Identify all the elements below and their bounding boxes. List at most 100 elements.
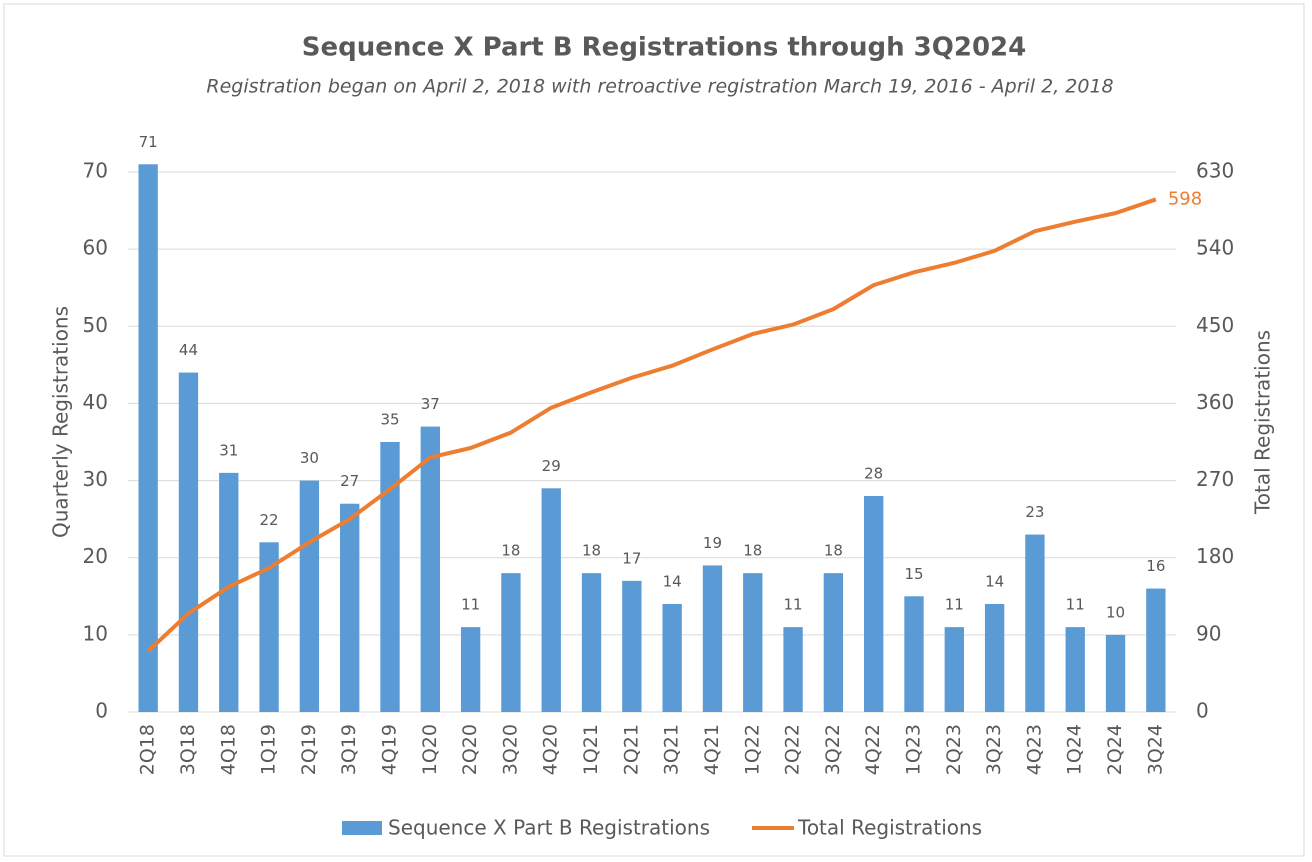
bar (984, 604, 1005, 712)
bar (460, 627, 481, 712)
total-line (146, 197, 1157, 653)
bar-value-label: 11 (945, 596, 964, 614)
y-tick-label: 20 (83, 544, 108, 568)
x-tick-label: 2Q19 (298, 724, 320, 775)
x-tick-label: 4Q22 (862, 724, 884, 775)
x-tick-label: 2Q20 (459, 724, 481, 775)
x-tick-label: 1Q20 (419, 724, 441, 775)
bar (823, 573, 844, 712)
bar (702, 565, 723, 712)
bar-value-label: 10 (1106, 603, 1125, 621)
x-tick-label: 3Q21 (661, 724, 683, 775)
bar-value-label: 16 (1146, 557, 1165, 575)
bar (1105, 634, 1126, 712)
bar-value-label: 11 (461, 596, 480, 614)
x-tick-label: 2Q18 (137, 724, 159, 775)
bar (904, 596, 924, 712)
x-tick-label: 4Q20 (540, 724, 562, 775)
x-tick-label: 3Q20 (499, 724, 521, 775)
bar-value-label: 30 (300, 449, 319, 467)
y-tick-label: 60 (83, 236, 108, 260)
y2-axis-label: Total Registrations (1251, 330, 1275, 515)
bar-value-label: 11 (784, 596, 803, 614)
x-tick-label: 1Q22 (741, 724, 763, 775)
bar (1065, 627, 1085, 712)
bar-value-label: 19 (703, 534, 722, 552)
x-tick-label: 2Q24 (1104, 724, 1126, 775)
chart-subtitle: Registration began on April 2, 2018 with… (206, 76, 1113, 98)
y-tick-label: 30 (83, 467, 108, 491)
bar-value-label: 18 (501, 542, 520, 560)
y-tick-label: 50 (83, 313, 108, 337)
bar-value-label: 28 (864, 465, 883, 483)
bar (743, 573, 763, 712)
x-tick-label: 4Q21 (701, 724, 723, 775)
bar-value-label: 18 (582, 542, 601, 560)
y2-tick-label: 630 (1196, 159, 1234, 183)
y2-tick-label: 360 (1196, 390, 1234, 414)
bar-value-label: 11 (1066, 596, 1085, 614)
legend-label: Total Registrations (797, 816, 982, 840)
y2-tick-label: 450 (1196, 313, 1234, 337)
bar-value-label: 14 (663, 573, 682, 591)
bar (1146, 588, 1166, 712)
bar-value-label: 31 (219, 441, 238, 459)
bar (944, 627, 964, 712)
bar (541, 488, 561, 712)
bar (864, 496, 884, 712)
legend-swatch (342, 821, 382, 835)
x-tick-label: 3Q24 (1144, 724, 1166, 775)
x-tick-label: 1Q19 (258, 724, 280, 775)
y-tick-label: 0 (95, 699, 108, 723)
bar (420, 426, 440, 712)
x-tick-label: 3Q23 (983, 724, 1005, 775)
bar (219, 472, 239, 712)
bar-value-label: 18 (743, 542, 762, 560)
y-tick-label: 40 (83, 390, 108, 414)
x-tick-label: 4Q18 (217, 724, 239, 775)
bar-value-label: 29 (542, 457, 561, 475)
bar (622, 580, 642, 712)
bar-value-label: 17 (622, 549, 641, 567)
bar (178, 372, 199, 712)
x-tick-label: 3Q22 (822, 724, 844, 775)
y2-tick-label: 540 (1196, 236, 1234, 260)
chart-frame (3, 3, 1305, 857)
bar-value-label: 35 (380, 411, 399, 429)
y2-tick-label: 90 (1196, 621, 1221, 645)
bar-value-label: 18 (824, 542, 843, 560)
bar-value-label: 71 (139, 133, 158, 151)
x-tick-label: 2Q23 (943, 724, 965, 775)
bar (501, 573, 521, 712)
x-tick-label: 4Q23 (1023, 724, 1045, 775)
chart-title: Sequence X Part B Registrations through … (302, 33, 1026, 63)
x-tick-label: 1Q23 (903, 724, 925, 775)
y-tick-label: 10 (83, 621, 108, 645)
bar-value-label: 15 (904, 565, 923, 583)
x-tick-label: 3Q19 (338, 724, 360, 775)
bar-value-label: 44 (179, 341, 198, 359)
bar-value-label: 23 (1025, 503, 1044, 521)
x-tick-label: 2Q22 (782, 724, 804, 775)
bar (581, 573, 602, 712)
x-tick-label: 3Q18 (177, 724, 199, 775)
y-axis-label: Quarterly Registrations (49, 306, 73, 538)
line-end-label: 598 (1168, 188, 1202, 209)
bar-value-label: 22 (260, 511, 279, 529)
bar-value-label: 27 (340, 472, 359, 490)
x-tick-label: 2Q21 (620, 724, 642, 775)
legend-label: Sequence X Part B Registrations (388, 816, 710, 840)
bar-value-label: 14 (985, 573, 1004, 591)
bar (299, 480, 320, 712)
x-tick-label: 1Q24 (1064, 724, 1086, 775)
x-tick-label: 4Q19 (379, 724, 401, 775)
bar (340, 503, 360, 712)
y-tick-label: 70 (83, 159, 108, 183)
y2-tick-label: 180 (1196, 544, 1234, 568)
y2-tick-label: 0 (1196, 699, 1209, 723)
bar (662, 604, 682, 712)
bar (1025, 534, 1045, 712)
bar (783, 627, 803, 712)
bar (259, 542, 279, 712)
